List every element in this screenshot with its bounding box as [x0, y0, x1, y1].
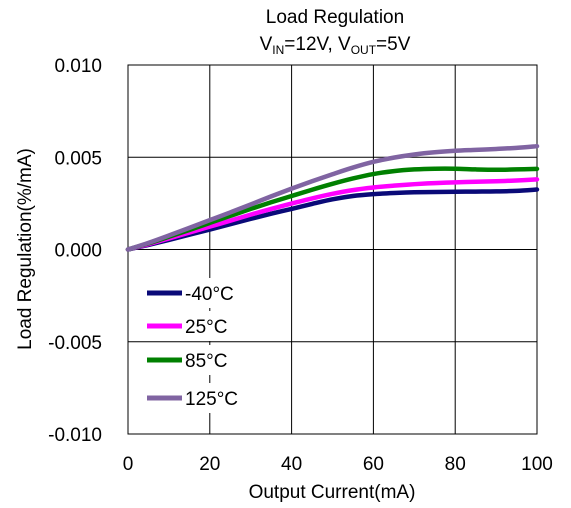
x-tick-label: 100	[521, 454, 553, 475]
y-axis-label: Load Regulation(%/mA)	[15, 148, 36, 350]
series-line-0	[125, 187, 540, 252]
legend-label: 85°C	[185, 351, 227, 372]
y-tick-label: 0.000	[54, 241, 102, 262]
legend-label: -40°C	[185, 284, 234, 305]
series-group	[125, 143, 540, 252]
legend-label: 25°C	[185, 317, 227, 338]
legend-label: 125°C	[185, 389, 238, 410]
chart-subtitle: VIN=12V, VOUT=5V	[260, 34, 411, 57]
grid	[128, 65, 537, 434]
tick-labels: 0 20 40 60 80 100 0.010 0.005 0.000 -0.005 -0.010	[48, 56, 553, 475]
y-tick-label: 0.010	[54, 56, 102, 77]
chart-title: Load Regulation	[266, 7, 404, 28]
x-tick-label: 20	[199, 454, 220, 475]
series-line-1	[125, 177, 540, 252]
x-tick-label: 60	[363, 454, 384, 475]
x-tick-label: 40	[281, 454, 302, 475]
series-line-3	[125, 143, 540, 252]
y-tick-label: -0.005	[48, 333, 102, 354]
x-axis-label: Output Current(mA)	[249, 482, 416, 503]
x-tick-label: 0	[123, 454, 134, 475]
legend: -40°C 25°C 85°C 125°C	[138, 278, 252, 413]
y-tick-label: 0.005	[54, 148, 102, 169]
y-tick-label: -0.010	[48, 425, 102, 446]
x-tick-label: 80	[445, 454, 466, 475]
